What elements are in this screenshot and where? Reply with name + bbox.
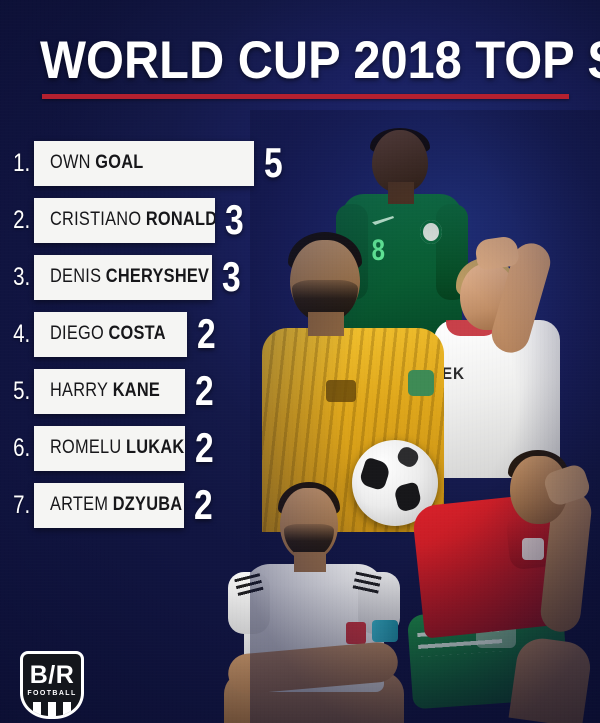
logo-wordmark: FOOTBALL xyxy=(27,690,77,697)
top-scorers-list: 1. OWN GOAL 5 2. CRISTIANO RONALDO 3 3. … xyxy=(0,140,330,539)
page-title-wrap: WORLD CUP 2018 TOP SCORERS xyxy=(40,31,600,90)
player-name: DIEGO COSTA xyxy=(50,324,166,344)
goal-count: 2 xyxy=(195,424,214,471)
goal-count: 3 xyxy=(222,253,241,300)
goal-count: 2 xyxy=(197,310,216,357)
player-name-bar: ROMELU LUKAKU xyxy=(34,425,185,471)
rank-number: 4. xyxy=(13,320,31,348)
list-item: 4. DIEGO COSTA 2 xyxy=(0,311,330,357)
rank-number: 7. xyxy=(13,491,31,519)
list-item: 5. HARRY KANE 2 xyxy=(0,368,330,414)
player-name-bar: DIEGO COSTA xyxy=(34,311,187,357)
player-name: ROMELU LUKAKU xyxy=(50,438,185,458)
player-name-bar: OWN GOAL xyxy=(34,140,254,186)
logo-stripes xyxy=(33,702,71,716)
player-name-bar: CRISTIANO RONALDO xyxy=(34,197,215,243)
rank-number: 1. xyxy=(13,149,31,177)
logo-stripe xyxy=(33,702,41,716)
player-last-name: GOAL xyxy=(95,152,144,173)
logo-mark: B/R xyxy=(29,661,75,689)
player-first-name: DIEGO xyxy=(50,323,104,344)
list-item: 2. CRISTIANO RONALDO 3 xyxy=(0,197,330,243)
goal-count: 3 xyxy=(225,196,244,243)
logo-stripe xyxy=(48,702,56,716)
player-last-name: COSTA xyxy=(108,323,166,344)
player-name-bar: HARRY KANE xyxy=(34,368,185,414)
shield-icon: B/R FOOTBALL xyxy=(20,651,84,719)
player-first-name: OWN xyxy=(50,152,91,173)
player-name: HARRY KANE xyxy=(50,381,160,401)
player-name-bar: DENIS CHERYSHEV xyxy=(34,254,212,300)
list-item: 1. OWN GOAL 5 xyxy=(0,140,330,186)
rank-number: 5. xyxy=(13,377,31,405)
title-underline xyxy=(42,94,569,99)
list-item: 3. DENIS CHERYSHEV 3 xyxy=(0,254,330,300)
player-last-name: RONALDO xyxy=(145,209,215,230)
player-first-name: HARRY xyxy=(50,380,109,401)
rank-number: 6. xyxy=(13,434,31,462)
rank-number: 3. xyxy=(13,263,31,291)
br-football-logo: B/R FOOTBALL xyxy=(20,651,84,719)
player-last-name: KANE xyxy=(112,380,161,401)
player-first-name: CRISTIANO xyxy=(50,209,142,230)
player-name: DENIS CHERYSHEV xyxy=(50,267,209,287)
logo-stripe xyxy=(63,702,71,716)
player-name: OWN GOAL xyxy=(50,153,143,173)
page-title: WORLD CUP 2018 TOP SCORERS xyxy=(40,31,600,90)
player-first-name: ARTEM xyxy=(50,494,109,515)
list-item: 7. ARTEM DZYUBA 2 xyxy=(0,482,330,528)
player-last-name: LUKAKU xyxy=(126,437,185,458)
rank-number: 2. xyxy=(13,206,31,234)
player-first-name: ROMELU xyxy=(50,437,122,458)
player-last-name: CHERYSHEV xyxy=(105,266,210,287)
goal-count: 5 xyxy=(264,139,283,186)
player-first-name: DENIS xyxy=(50,266,102,287)
goal-count: 2 xyxy=(195,367,214,414)
list-item: 6. ROMELU LUKAKU 2 xyxy=(0,425,330,471)
goal-count: 2 xyxy=(194,481,213,528)
player-name: ARTEM DZYUBA xyxy=(50,495,182,515)
player-name-bar: ARTEM DZYUBA xyxy=(34,482,184,528)
player-name: CRISTIANO RONALDO xyxy=(50,210,215,230)
player-last-name: DZYUBA xyxy=(112,494,183,515)
